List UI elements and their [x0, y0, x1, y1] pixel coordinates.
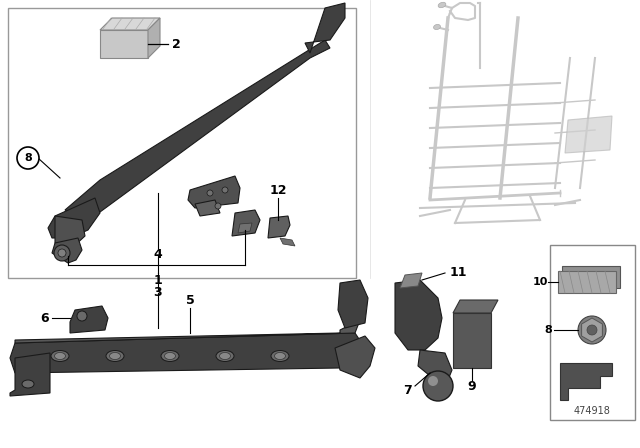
Polygon shape [10, 333, 365, 373]
Text: 12: 12 [269, 184, 287, 197]
Polygon shape [338, 280, 368, 328]
Polygon shape [305, 3, 345, 53]
Polygon shape [100, 18, 160, 30]
Ellipse shape [22, 380, 34, 388]
Ellipse shape [433, 25, 440, 30]
Ellipse shape [54, 353, 65, 359]
Ellipse shape [109, 353, 120, 359]
Circle shape [428, 376, 438, 386]
Circle shape [54, 245, 70, 261]
Text: 474918: 474918 [573, 406, 611, 416]
Text: 8: 8 [544, 325, 552, 335]
Polygon shape [582, 318, 602, 342]
Ellipse shape [51, 350, 69, 362]
Text: 8: 8 [24, 153, 32, 163]
Polygon shape [55, 216, 85, 248]
Text: 11: 11 [449, 267, 467, 280]
Bar [550, 245, 635, 420]
Circle shape [17, 147, 39, 169]
Polygon shape [400, 273, 422, 288]
Ellipse shape [275, 353, 285, 359]
Polygon shape [148, 18, 160, 58]
Bar [453, 313, 491, 368]
Circle shape [58, 249, 66, 257]
Polygon shape [238, 223, 252, 233]
Text: 5: 5 [186, 293, 195, 306]
Polygon shape [280, 238, 295, 246]
Polygon shape [232, 210, 260, 236]
Bar [8, 8, 356, 278]
Ellipse shape [438, 2, 446, 8]
Polygon shape [52, 238, 82, 263]
Polygon shape [335, 336, 375, 378]
Polygon shape [268, 216, 290, 238]
Text: 6: 6 [41, 311, 49, 324]
Circle shape [215, 203, 221, 209]
Text: 10: 10 [532, 277, 548, 287]
Circle shape [77, 311, 87, 321]
Polygon shape [195, 200, 220, 216]
Text: 1: 1 [154, 273, 163, 287]
Polygon shape [565, 116, 612, 153]
Polygon shape [560, 363, 612, 400]
Ellipse shape [216, 350, 234, 362]
Circle shape [423, 371, 453, 401]
Ellipse shape [164, 353, 175, 359]
Circle shape [207, 190, 213, 196]
Circle shape [587, 325, 597, 335]
Ellipse shape [161, 350, 179, 362]
Ellipse shape [271, 350, 289, 362]
Polygon shape [65, 40, 330, 223]
Polygon shape [10, 353, 50, 396]
Polygon shape [395, 280, 442, 350]
Text: 7: 7 [404, 383, 412, 396]
Text: 3: 3 [154, 287, 163, 300]
Polygon shape [188, 176, 240, 208]
Ellipse shape [106, 350, 124, 362]
Polygon shape [418, 350, 452, 380]
Text: 9: 9 [468, 379, 476, 392]
Text: 4: 4 [154, 249, 163, 262]
Polygon shape [48, 198, 100, 238]
Circle shape [578, 316, 606, 344]
Circle shape [222, 187, 228, 193]
Polygon shape [15, 320, 360, 343]
Polygon shape [70, 306, 108, 333]
Bar [562, 266, 620, 288]
Ellipse shape [220, 353, 230, 359]
Bar [558, 271, 616, 293]
Polygon shape [100, 30, 148, 58]
Polygon shape [453, 300, 498, 313]
Text: 2: 2 [172, 38, 180, 51]
